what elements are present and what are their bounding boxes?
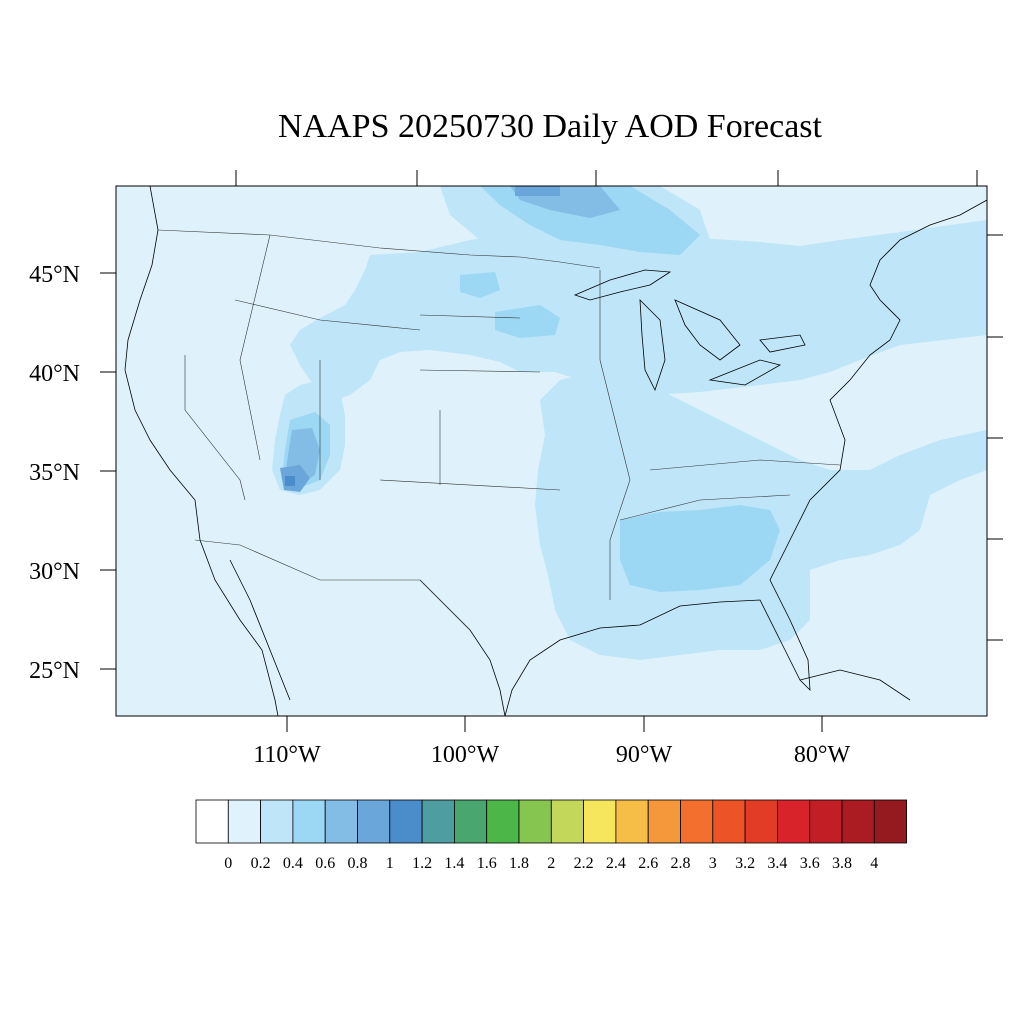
- colorbar-label-16: 3.2: [735, 855, 755, 872]
- colorbar-label-3: 0.6: [315, 855, 335, 872]
- lat-label-25: 25°N: [29, 658, 80, 684]
- aod-band-0.4-0.6-deep-south: [620, 505, 780, 592]
- colorbar-label-9: 1.8: [509, 855, 529, 872]
- colorbar-label-13: 2.6: [638, 855, 658, 872]
- map-title: NAAPS 20250730 Daily AOD Forecast: [278, 108, 822, 145]
- colorbar-label-4: 0.8: [348, 855, 368, 872]
- border-nevada-east: [239, 234, 271, 461]
- colorbar-swatch-5: [357, 799, 391, 844]
- state-borders: [157, 229, 841, 631]
- lon-label-80: 80°W: [794, 742, 851, 768]
- aod-shading: [272, 186, 987, 660]
- colorbar-label-7: 1.4: [444, 855, 464, 872]
- colorbar-label-12: 2.4: [606, 855, 626, 872]
- west-coast: [124, 186, 279, 716]
- aod-band-0.8-1-north: [515, 186, 560, 196]
- colorbar-swatch-19: [809, 799, 843, 844]
- top-ticks: [235, 170, 978, 186]
- latitude-axis: 45°N 40°N 35°N 30°N 25°N: [29, 262, 116, 684]
- colorbar-label-14: 2.8: [671, 855, 691, 872]
- lat-label-45: 45°N: [29, 262, 80, 288]
- lake-superior: [573, 269, 672, 301]
- colorbar-swatch-3: [292, 799, 326, 844]
- border-appalachian: [619, 494, 791, 521]
- colorbar-swatch-13: [615, 799, 649, 844]
- border-ne-ks: [419, 369, 541, 373]
- gulf-coast: [504, 199, 987, 716]
- border-mason-dixon: [649, 459, 841, 471]
- border-ok-tx: [379, 479, 561, 491]
- colorbar-label-1: 0.2: [251, 855, 271, 872]
- colorbar-label-6: 1.2: [412, 855, 432, 872]
- colorbar-label-18: 3.6: [800, 855, 820, 872]
- colorbar-label-2: 0.4: [283, 855, 303, 872]
- right-ticks: [987, 234, 1003, 641]
- colorbar-label-5: 1: [386, 855, 394, 872]
- border-montana-south: [234, 299, 421, 331]
- longitude-axis: 110°W 100°W 90°W 80°W: [253, 716, 850, 768]
- lon-label-100: 100°W: [431, 742, 500, 768]
- colorbar-swatch-15: [680, 799, 714, 844]
- colorbar-label-19: 3.8: [832, 855, 852, 872]
- colorbar-swatch-18: [777, 799, 811, 844]
- aod-band-1-1.2-southwest: [285, 476, 295, 486]
- colorbar-swatch-21: [873, 799, 907, 844]
- baja-coast: [229, 559, 291, 701]
- lat-label-30: 30°N: [29, 559, 80, 585]
- colorbar-swatch-11: [550, 799, 584, 844]
- cuba-coast: [799, 669, 911, 701]
- lake-erie: [708, 359, 782, 386]
- lake-ontario: [759, 334, 806, 353]
- colorbar-swatch-4: [324, 799, 358, 844]
- map-frame: [115, 185, 988, 717]
- lat-label-40: 40°N: [29, 361, 80, 387]
- colorbar-swatch-17: [744, 799, 778, 844]
- colorbar-label-8: 1.6: [477, 855, 497, 872]
- border-ca-nv: [184, 355, 246, 501]
- colorbar-swatch-12: [583, 799, 617, 844]
- lake-huron: [674, 299, 741, 361]
- lake-michigan: [639, 298, 666, 392]
- colorbar-swatch-6: [389, 799, 423, 844]
- colorbar-label-0: 0: [224, 855, 232, 872]
- mississippi-river: [599, 270, 631, 600]
- colorbar-label-20: 4: [870, 855, 878, 872]
- lat-label-35: 35°N: [29, 460, 80, 486]
- colorbar-swatch-10: [518, 799, 552, 844]
- colorbar-swatch-20: [841, 799, 875, 844]
- border-us-mexico: [194, 539, 471, 631]
- colorbar-swatch-16: [712, 799, 746, 844]
- colorbar-swatch-14: [647, 799, 681, 844]
- aod-band-0.4-0.6-iowa: [495, 305, 560, 338]
- lon-label-90: 90°W: [616, 742, 673, 768]
- border-nd-sd: [419, 314, 521, 319]
- colorbar-label-15: 3: [709, 855, 717, 872]
- colorbar-label-17: 3.4: [767, 855, 787, 872]
- lon-label-110: 110°W: [253, 742, 321, 768]
- colorbar-swatch-7: [421, 799, 455, 844]
- colorbar-swatch-1: [227, 799, 262, 844]
- aod-band-0.4-0.6-dakotas: [460, 272, 500, 298]
- colorbar-swatch-8: [453, 799, 488, 844]
- colorbar-swatch-0: [195, 799, 229, 844]
- colorbar-label-10: 2: [547, 855, 555, 872]
- aod-band-0.2-0.4-north: [290, 220, 987, 400]
- colorbar: 0 0.2 0.4 0.6 0.8 1 1.2 1.4 1.6 1.8 2 2.2 2.4 2.6 2.8 3…: [195, 799, 907, 872]
- colorbar-swatch-2: [260, 799, 294, 844]
- colorbar-label-11: 2.2: [574, 855, 594, 872]
- colorbar-swatch-9: [486, 799, 520, 844]
